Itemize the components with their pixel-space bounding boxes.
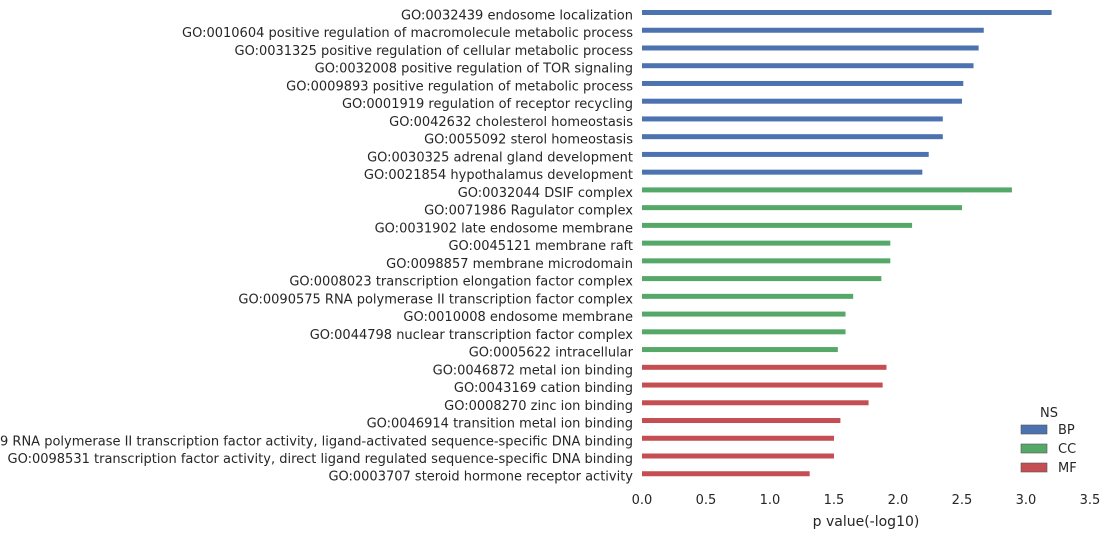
bar-mf	[642, 364, 887, 370]
x-axis-ticks: 0.0 0.5 1.0 1.5 2.0 2.5 3.0 3.5	[632, 493, 1101, 508]
bar-mf	[642, 453, 834, 459]
category-label: GO:0008270 zinc ion binding	[444, 399, 633, 414]
category-label: GO:0031325 positive regulation of cellul…	[235, 44, 634, 59]
x-tick-label: 2.0	[888, 493, 909, 508]
bar-cc	[642, 276, 882, 282]
category-labels: GO:0032439 endosome localization GO:00106…	[0, 9, 634, 485]
bar-cc	[642, 240, 891, 246]
category-label: GO:0046872 metal ion binding	[433, 363, 633, 378]
category-label: GO:0008023 transcription elongation fact…	[289, 275, 633, 290]
bar-bp	[642, 80, 964, 86]
x-tick-label: 1.5	[824, 493, 845, 508]
bar-bp	[642, 151, 929, 157]
bar-bp	[642, 63, 974, 69]
x-tick-label: 0.0	[632, 493, 653, 508]
bar-cc	[642, 329, 846, 335]
legend-swatch-cc	[1020, 443, 1048, 454]
x-tick-label: 3.0	[1016, 493, 1037, 508]
bar-bp	[642, 169, 923, 175]
bar-cc	[642, 187, 1012, 193]
legend-swatch-bp	[1020, 424, 1048, 435]
category-label: GO:0032008 positive regulation of TOR si…	[315, 62, 633, 77]
x-tick-label: 3.5	[1080, 493, 1101, 508]
legend-label-bp: BP	[1058, 423, 1075, 438]
bar-bp	[642, 45, 979, 51]
bar-cc	[642, 293, 854, 299]
category-label: GO:0043169 cation binding	[454, 381, 633, 396]
bar-cc	[642, 347, 838, 353]
legend-label-cc: CC	[1058, 442, 1076, 457]
legend-swatch-mf	[1020, 462, 1048, 473]
bar-bp	[642, 98, 962, 104]
category-label: GO:0021854 hypothalamus development	[364, 168, 633, 183]
category-label: GO:0045121 membrane raft	[448, 239, 633, 254]
category-label: GO:0010008 endosome membrane	[403, 310, 633, 325]
bar-bp	[642, 10, 1052, 15]
bar-cc	[642, 258, 891, 264]
bar-bp	[642, 134, 943, 140]
legend-title: NS	[1040, 406, 1058, 421]
bar-bp	[642, 116, 943, 122]
category-label: GO:0098857 membrane microdomain	[386, 257, 633, 272]
category-label: GO:0010604 positive regulation of macrom…	[182, 26, 633, 41]
bar-mf	[642, 471, 810, 477]
category-label: GO:0055092 sterol homeostasis	[424, 133, 633, 148]
x-tick-label: 1.0	[760, 493, 781, 508]
category-label: GO:0032044 DSIF complex	[458, 186, 634, 201]
bar-mf	[642, 435, 834, 441]
category-label: GO:0003707 steroid hormone receptor acti…	[328, 470, 633, 485]
category-label: GO:0004879 RNA polymerase II transcripti…	[0, 434, 633, 449]
category-label: GO:0044798 nuclear transcription factor …	[310, 328, 634, 343]
x-tick-label: 0.5	[696, 493, 717, 508]
category-label: GO:0032439 endosome localization	[401, 9, 633, 24]
category-label: GO:0031902 late endosome membrane	[375, 221, 633, 236]
bar-mf	[642, 400, 869, 406]
category-label: GO:0030325 adrenal gland development	[367, 150, 633, 165]
category-label: GO:0042632 cholesterol homeostasis	[389, 115, 633, 130]
category-label: GO:0090575 RNA polymerase II transcripti…	[238, 292, 633, 307]
category-label: GO:0001919 regulation of receptor recycl…	[342, 97, 633, 112]
x-tick-label: 2.5	[952, 493, 973, 508]
bar-cc	[642, 205, 962, 211]
bar-mf	[642, 418, 841, 424]
legend-label-mf: MF	[1058, 461, 1077, 476]
category-label: GO:0071986 Ragulator complex	[424, 204, 633, 219]
category-label: GO:0046914 transition metal ion binding	[367, 417, 633, 432]
bar-cc	[642, 222, 913, 228]
bar-mf	[642, 382, 883, 388]
bar-bp	[642, 27, 984, 33]
bar-cc	[642, 311, 846, 317]
category-label: GO:0005622 intracellular	[469, 346, 634, 361]
category-label: GO:0098531 transcription factor activity…	[8, 452, 633, 467]
category-label: GO:0009893 positive regulation of metabo…	[286, 79, 633, 94]
x-axis-label: p value(-log10)	[813, 514, 920, 530]
legend: NS BP CC MF	[1020, 406, 1077, 476]
bars-layer	[642, 10, 1052, 477]
